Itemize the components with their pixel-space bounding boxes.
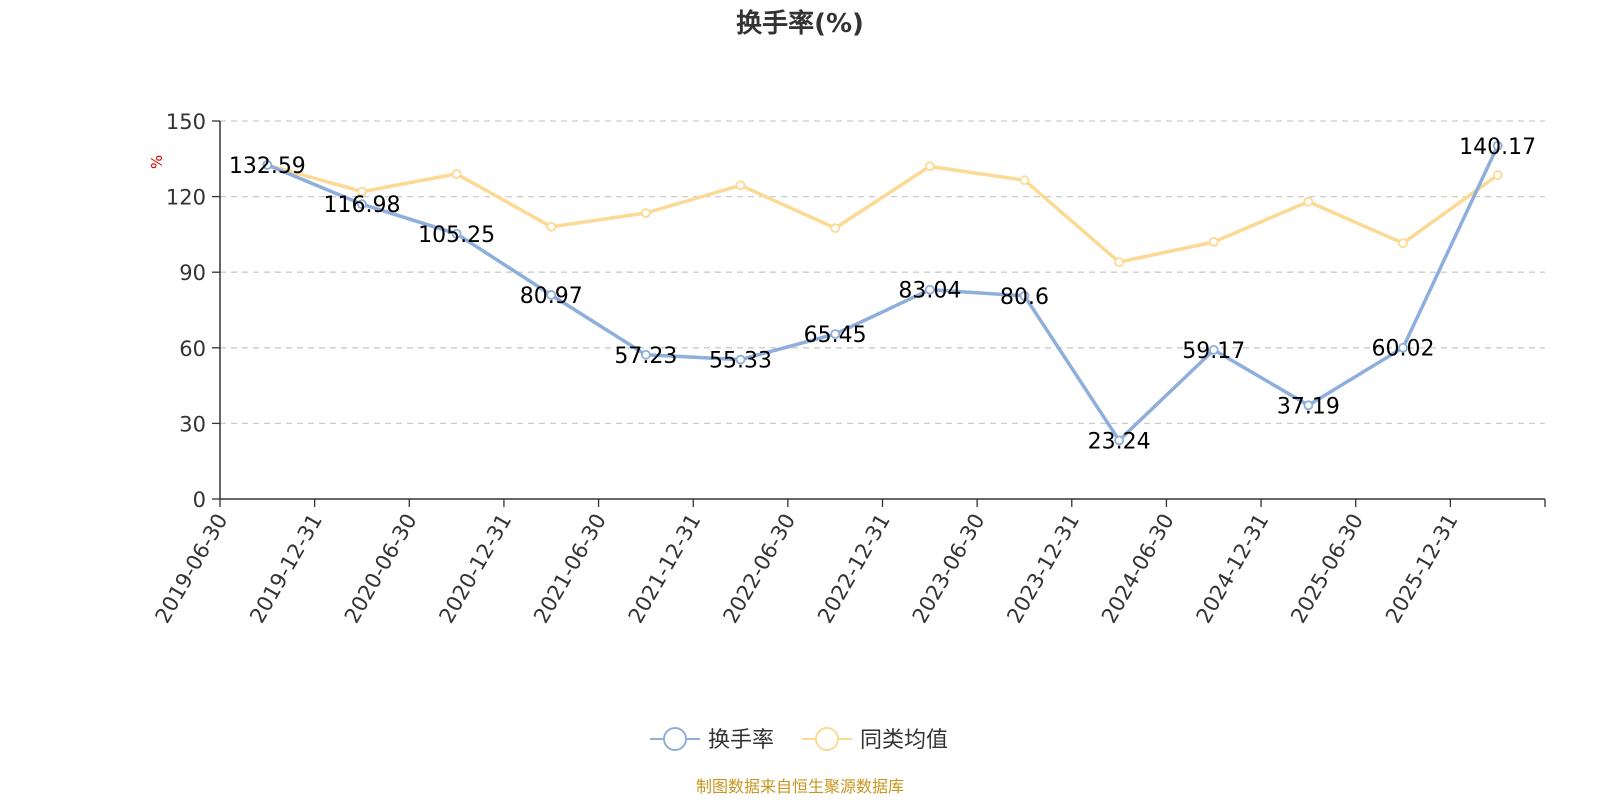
x-tick-label: 2021-06-30 — [529, 510, 611, 628]
data-point-turnover-rate — [262, 159, 273, 170]
data-label: 105.25 — [418, 223, 495, 248]
data-point-turnover-rate — [1303, 400, 1314, 411]
data-point-peer-average — [1303, 196, 1314, 207]
x-tick-label: 2019-06-30 — [151, 510, 233, 628]
data-point-peer-average — [1208, 237, 1219, 247]
x-tick-label: 2020-06-30 — [340, 510, 422, 628]
x-tick-label: 2024-12-31 — [1192, 510, 1274, 628]
data-point-peer-average — [357, 186, 367, 197]
data-point-peer-average — [640, 208, 651, 218]
chart-title: 换手率(%) — [736, 8, 864, 39]
data-label: 140.17 — [1459, 135, 1536, 160]
data-label: 80.97 — [520, 284, 583, 309]
data-point-turnover-rate — [924, 284, 935, 295]
data-point-turnover-rate — [546, 290, 557, 300]
data-point-turnover-rate — [1492, 140, 1503, 151]
series-line-turnover-rate — [265, 144, 1500, 443]
y-tick-label: 30 — [179, 412, 206, 436]
data-point-turnover-rate — [830, 329, 841, 339]
legend-item-turnover-rate[interactable]: 换手率 — [650, 727, 774, 753]
x-tick-label: 2023-12-31 — [1002, 510, 1084, 628]
legend-marker-icon — [663, 727, 687, 751]
data-point-turnover-rate — [451, 228, 462, 239]
data-label: 59.17 — [1182, 339, 1245, 364]
data-point-turnover-rate — [640, 349, 651, 360]
data-point-turnover-rate — [1019, 290, 1030, 301]
data-point-peer-average — [546, 221, 557, 232]
x-tick-label: 2025-06-30 — [1286, 510, 1368, 628]
data-point-peer-average — [735, 180, 746, 191]
data-point-turnover-rate — [1398, 342, 1408, 353]
data-label: 65.45 — [804, 323, 867, 348]
x-tick-label: 2025-12-31 — [1381, 510, 1463, 628]
legend-label: 换手率 — [708, 728, 774, 753]
y-tick-label: 90 — [179, 261, 206, 285]
data-labels: 132.59 116.98 105.25 80.97 57.23 55.33 65.45 83… — [229, 135, 1536, 455]
x-tick-label: 2024-06-30 — [1097, 510, 1179, 628]
data-point-turnover-rate — [735, 354, 746, 365]
y-tick-label: 150 — [166, 110, 206, 134]
data-point-turnover-rate — [357, 199, 367, 210]
data-point-peer-average — [451, 169, 462, 179]
data-point-peer-average — [1114, 257, 1125, 268]
data-point-peer-average — [1019, 175, 1030, 186]
data-point-peer-average — [830, 223, 841, 234]
series-line-peer-average — [265, 163, 1500, 264]
x-tick-label: 2020-12-31 — [434, 510, 516, 628]
data-point-turnover-rate — [1114, 435, 1125, 446]
data-point-peer-average — [1398, 238, 1408, 249]
series-lines — [262, 140, 1503, 446]
data-label: 55.33 — [709, 349, 772, 374]
grid-lines — [220, 120, 1545, 425]
x-tick-label: 2022-12-31 — [813, 510, 895, 628]
x-tick-label: 2023-06-30 — [908, 509, 990, 627]
x-tick-label: 2021-12-31 — [624, 510, 706, 628]
data-label: 80.6 — [1000, 285, 1049, 310]
x-tick-label: 2019-12-31 — [245, 510, 327, 628]
legend-item-peer-average[interactable]: 同类均值 — [802, 727, 948, 753]
data-point-turnover-rate — [1208, 344, 1219, 355]
x-tick-label: 2022-06-30 — [718, 510, 800, 628]
data-label: 116.98 — [323, 193, 400, 218]
legend[interactable]: 换手率 同类均值 — [650, 727, 948, 753]
y-tick-label: 0 — [193, 488, 206, 512]
legend-marker-icon — [815, 727, 839, 751]
data-source-note: 制图数据来自恒生聚源数据库 — [696, 777, 904, 796]
y-axis-unit-label: % — [148, 155, 166, 169]
data-label: 83.04 — [898, 279, 961, 304]
data-label: 37.19 — [1277, 394, 1340, 419]
data-label: 57.23 — [614, 344, 677, 369]
data-point-peer-average — [924, 161, 935, 172]
data-point-peer-average — [1492, 170, 1503, 181]
y-tick-label: 120 — [166, 186, 206, 210]
data-label: 23.24 — [1088, 429, 1151, 454]
data-label: 132.59 — [229, 154, 306, 179]
legend-label: 同类均值 — [860, 728, 948, 753]
y-tick-label: 60 — [179, 337, 206, 361]
data-label: 60.02 — [1372, 337, 1435, 362]
